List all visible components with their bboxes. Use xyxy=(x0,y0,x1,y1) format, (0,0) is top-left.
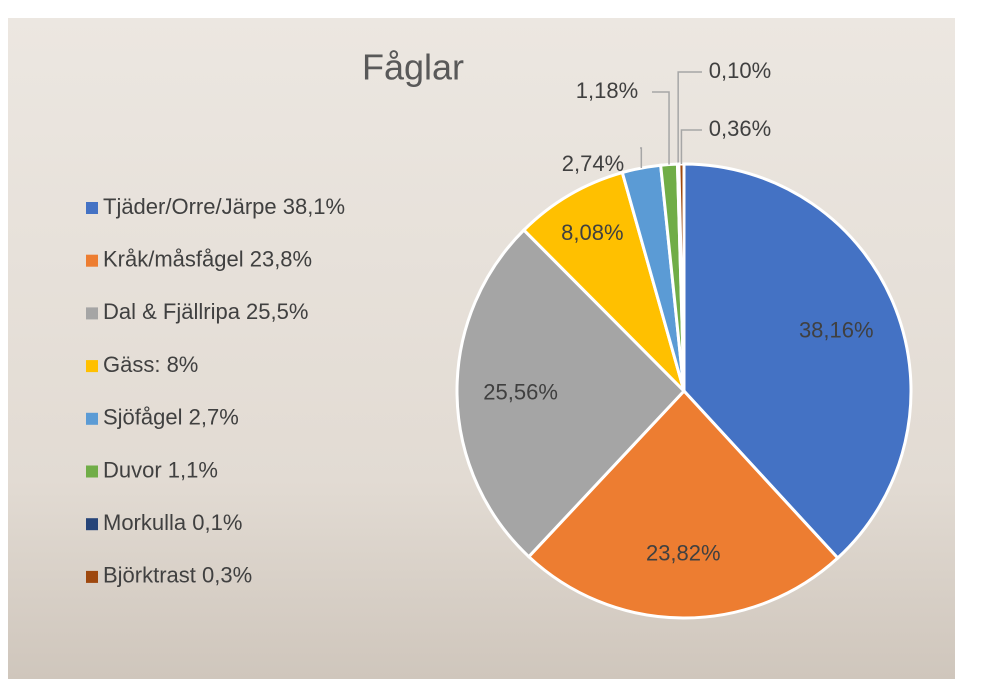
pie-slice xyxy=(526,388,840,620)
data-label: 2,74% xyxy=(562,151,624,176)
chart-title: Fåglar xyxy=(362,47,464,88)
data-label: 8,08% xyxy=(561,220,623,245)
leader-line xyxy=(677,71,702,165)
legend-swatch xyxy=(86,202,98,214)
legend-swatch xyxy=(86,360,98,373)
legend-label: Tjäder/Orre/Järpe 38,1% xyxy=(103,194,345,219)
data-label: 23,82% xyxy=(646,540,721,565)
pie-slice xyxy=(682,162,913,561)
legend-label: Sjöfågel 2,7% xyxy=(103,405,239,430)
data-label: 38,16% xyxy=(799,317,874,342)
legend-label: Dal & Fjällripa 25,5% xyxy=(103,299,308,324)
legend-swatch xyxy=(86,518,98,531)
data-label: 0,36% xyxy=(709,116,771,141)
legend-swatch xyxy=(86,307,98,320)
legend-label: Duvor 1,1% xyxy=(103,457,218,482)
legend-label: Morkulla 0,1% xyxy=(103,510,242,535)
legend-swatch xyxy=(86,254,98,267)
pie-slice xyxy=(521,170,688,397)
data-label: 1,18% xyxy=(576,78,638,103)
legend-label: Kråk/måsfågel 23,8% xyxy=(103,247,312,272)
legend-label: Björktrast 0,3% xyxy=(103,563,252,588)
legend-label: Gäss: 8% xyxy=(103,352,198,377)
legend-swatch xyxy=(86,412,98,425)
leader-line xyxy=(680,129,702,165)
pie-slice xyxy=(455,227,687,559)
leader-line xyxy=(640,147,643,169)
legend-swatch xyxy=(86,465,98,478)
legend-swatch xyxy=(86,570,98,583)
leader-line xyxy=(652,91,670,165)
data-label: 0,10% xyxy=(709,58,771,83)
data-label: 25,56% xyxy=(483,379,558,404)
